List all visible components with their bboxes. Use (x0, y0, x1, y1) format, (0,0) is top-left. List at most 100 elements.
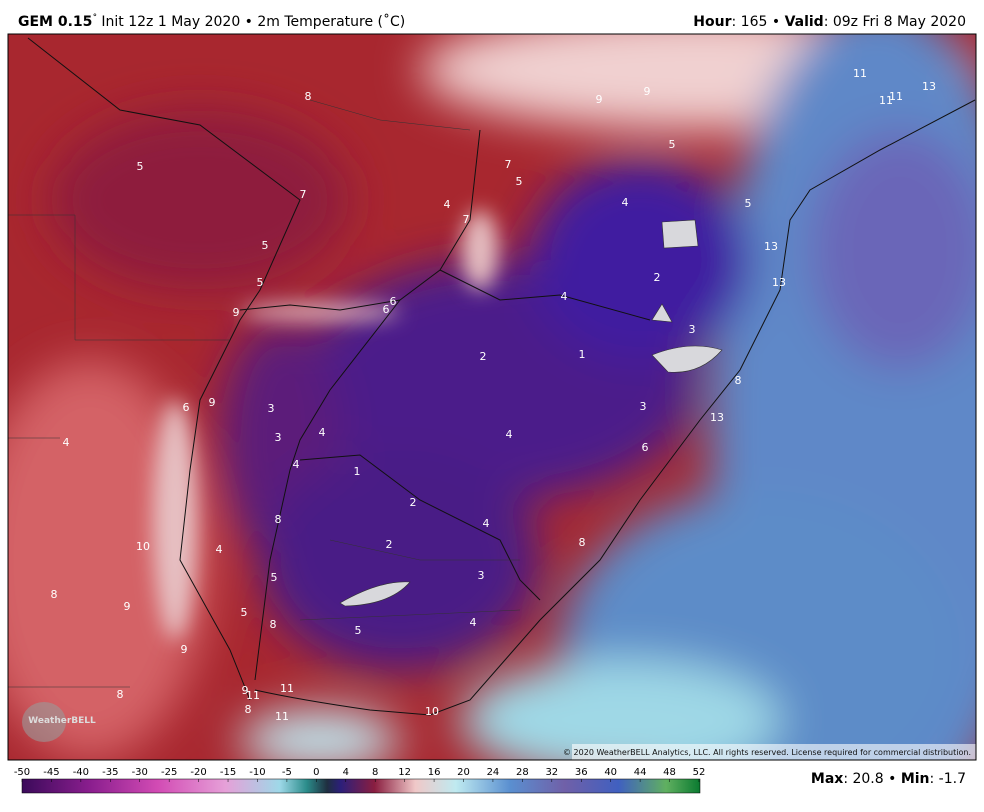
contour-label: 11 (280, 682, 294, 695)
contour-label: 8 (51, 588, 58, 601)
hour: : 165 • (732, 14, 785, 30)
colorbar-tick-label: 52 (693, 767, 706, 778)
contour-label: 5 (516, 175, 523, 188)
contour-label: 13 (710, 411, 724, 424)
colorbar-tick-label: -20 (190, 767, 206, 778)
colorbar-tick-label: -35 (102, 767, 118, 778)
min: : -1.7 (930, 771, 966, 787)
hour-label: Hour (693, 14, 731, 30)
contour-label: 8 (245, 703, 252, 716)
colorbar-tick-label: -15 (220, 767, 236, 778)
contour-label: 8 (579, 536, 586, 549)
colorbar-tick-label: -25 (161, 767, 177, 778)
contour-label: 10 (425, 705, 439, 718)
contour-label: 3 (275, 431, 282, 444)
contour-label: 5 (137, 160, 144, 173)
colorbar-tick-label: 36 (575, 767, 588, 778)
contour-label: 2 (480, 350, 487, 363)
valid: : 09z Fri 8 May 2020 (824, 14, 966, 30)
contour-label: 7 (463, 213, 470, 226)
contour-label: 8 (117, 688, 124, 701)
contour-label: 2 (410, 496, 417, 509)
copyright-bg (572, 744, 976, 760)
contour-label: 13 (772, 276, 786, 289)
colorbar-tick-label: 24 (487, 767, 500, 778)
contour-label: 11 (879, 94, 893, 107)
colorbar-scale (21, 778, 701, 794)
contour-label: 4 (63, 436, 70, 449)
contour-label: 9 (644, 85, 651, 98)
max: : 20.8 • (843, 771, 901, 787)
contour-label: 9 (596, 93, 603, 106)
valid-label: Valid (785, 14, 824, 30)
contour-label: 13 (922, 80, 936, 93)
contour-label: 5 (355, 624, 362, 637)
warm-bands (153, 210, 498, 640)
colorbar-tick-label: 40 (604, 767, 617, 778)
contour-label: 3 (640, 400, 647, 413)
contour-label: 6 (383, 303, 390, 316)
header-left: GEM 0.15˚ Init 12z 1 May 2020 • 2m Temper… (18, 13, 405, 30)
contour-label: 9 (181, 643, 188, 656)
contour-label: 4 (622, 196, 629, 209)
contour-label: 6 (390, 295, 397, 308)
contour-label: 5 (745, 197, 752, 210)
colorbar-tick-label: -40 (73, 767, 89, 778)
colorbar-tick-label: 32 (545, 767, 558, 778)
contour-label: 8 (275, 513, 282, 526)
contour-label: 3 (268, 402, 275, 415)
colorbar-tick-label: 4 (343, 767, 349, 778)
header-right: Hour: 165 • Valid: 09z Fri 8 May 2020 (693, 14, 966, 30)
contour-label: 7 (505, 158, 512, 171)
contour-label: 5 (271, 571, 278, 584)
colorbar-tick-label: -30 (132, 767, 148, 778)
contour-label: 9 (209, 396, 216, 409)
colorbar-tick-label: 48 (663, 767, 676, 778)
logo: WeatherBELL (22, 702, 96, 742)
contour-label: 6 (183, 401, 190, 414)
contour-label: 3 (478, 569, 485, 582)
contour-label: 3 (689, 323, 696, 336)
contour-label: 9 (124, 600, 131, 613)
contour-label: 1 (354, 465, 361, 478)
contour-label: 8 (735, 374, 742, 387)
contour-label: 5 (257, 276, 264, 289)
colorbar-tick-label: 44 (634, 767, 647, 778)
description: Init 12z 1 May 2020 • 2m Temperature (˚C… (101, 13, 405, 30)
contour-label: 5 (241, 606, 248, 619)
colorbar-tick-label: -45 (43, 767, 59, 778)
contour-label: 11 (889, 90, 903, 103)
colorbar-tick-label: -5 (282, 767, 292, 778)
sub-borders (8, 99, 521, 688)
contour-label: 2 (386, 538, 393, 551)
colorbar-tick-label: -10 (249, 767, 265, 778)
contour-label: 4 (470, 616, 477, 629)
colorbar: -50 -45 -40 -35 -30 -25 -20 -15 -10 -5 0 4 8 12 16 20 24… (14, 767, 706, 794)
min-label: Min (901, 771, 930, 787)
contour-label: 7 (300, 188, 307, 201)
contour-label: 8 (305, 90, 312, 103)
contour-label: 4 (483, 517, 490, 530)
colorbar-tick-label: 20 (457, 767, 470, 778)
colorbar-tick-label: 12 (398, 767, 411, 778)
colorbar-tick-label: 0 (313, 767, 319, 778)
contour-label: 9 (233, 306, 240, 319)
contour-label: 4 (319, 426, 326, 439)
contour-label: 11 (275, 710, 289, 723)
contour-label: 5 (669, 138, 676, 151)
model: GEM 0.15 (18, 14, 92, 30)
max-label: Max (811, 771, 843, 787)
contour-label: 9 (242, 684, 249, 697)
contour-label: 13 (764, 240, 778, 253)
contour-label: 2 (654, 271, 661, 284)
contour-label: 6 (642, 441, 649, 454)
cold-spots (339, 219, 723, 607)
colorbar-tick-label: 28 (516, 767, 529, 778)
contour-label: 11 (246, 689, 260, 702)
contour-label: 4 (506, 428, 513, 441)
contour-label: 4 (444, 198, 451, 211)
degree: ˚ (92, 13, 97, 25)
